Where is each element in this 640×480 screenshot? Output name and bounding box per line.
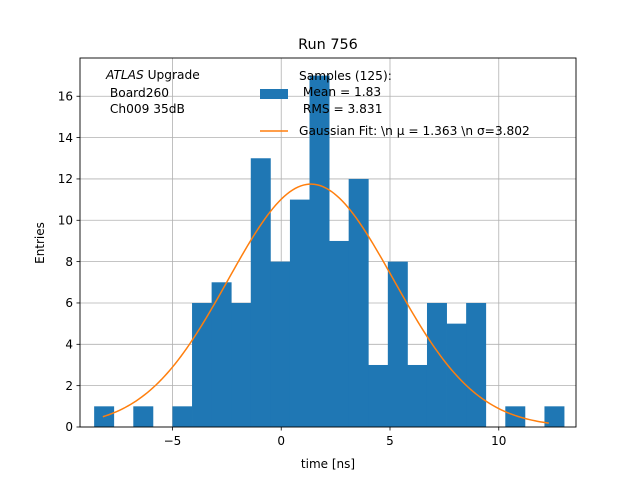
histogram-bar-16 — [407, 364, 428, 427]
y-tick-label-2: 4 — [65, 338, 73, 352]
histogram-bar-10 — [289, 199, 310, 427]
legend: Samples (125): Mean = 1.83 RMS = 3.831 G… — [260, 69, 530, 138]
histogram-bars — [94, 75, 565, 428]
annotation-board: Board260 — [106, 86, 169, 100]
annotation-atlas: ATLAS — [105, 68, 144, 82]
y-tick-label-7: 14 — [58, 131, 73, 145]
chart-title: Run 756 — [298, 37, 358, 53]
histogram-bar-23 — [544, 406, 565, 427]
x-tick-label-3: 10 — [491, 434, 506, 448]
histogram-bar-17 — [426, 302, 447, 427]
histogram-bar-15 — [387, 261, 408, 427]
legend-samples-title: Samples (125): — [299, 69, 392, 83]
x-axis-ticks: −5 0 5 10 — [164, 427, 506, 448]
y-tick-label-1: 2 — [65, 379, 73, 393]
y-axis-label: Entries — [33, 222, 47, 264]
histogram-bar-12 — [329, 240, 350, 427]
histogram-bar-6 — [211, 282, 232, 427]
histogram-bar-11 — [309, 75, 330, 428]
y-tick-label-0: 0 — [65, 420, 73, 434]
histogram-bar-2 — [133, 406, 154, 427]
histogram-bar-21 — [505, 406, 526, 427]
annotation-channel: Ch009 35dB — [106, 102, 185, 116]
y-tick-label-6: 12 — [58, 172, 73, 186]
legend-fit-label: Gaussian Fit: \n μ = 1.363 \n σ=3.802 — [299, 124, 530, 138]
x-axis-label: time [ns] — [301, 457, 355, 471]
y-axis-ticks: 0 2 4 6 8 10 12 14 16 — [58, 89, 80, 434]
atlas-annotation: ATLAS Upgrade Board260 Ch009 35dB — [105, 68, 200, 116]
legend-samples-mean: Mean = 1.83 — [299, 85, 381, 99]
annotation-line-1: ATLAS Upgrade — [105, 68, 200, 82]
histogram-bar-5 — [192, 302, 213, 427]
y-tick-label-5: 10 — [58, 213, 73, 227]
y-tick-label-4: 8 — [65, 255, 73, 269]
annotation-upgrade: Upgrade — [144, 68, 200, 82]
legend-samples-swatch — [260, 89, 288, 99]
histogram-bar-8 — [250, 158, 271, 427]
plot-area-frame — [79, 57, 577, 428]
histogram-bar-14 — [368, 364, 389, 427]
y-tick-label-3: 6 — [65, 296, 73, 310]
x-tick-label-0: −5 — [164, 434, 182, 448]
histogram-bar-9 — [270, 261, 291, 427]
x-tick-label-1: 0 — [277, 434, 285, 448]
gaussian-fit-curve — [102, 183, 549, 424]
legend-samples-rms: RMS = 3.831 — [299, 102, 382, 116]
histogram-bar-19 — [466, 302, 487, 427]
histogram-bar-4 — [172, 406, 193, 427]
y-tick-label-8: 16 — [58, 89, 73, 103]
histogram-bar-7 — [231, 302, 252, 427]
histogram-bar-13 — [348, 178, 369, 427]
gaussian-fit-layer — [102, 183, 549, 424]
x-tick-label-2: 5 — [386, 434, 394, 448]
